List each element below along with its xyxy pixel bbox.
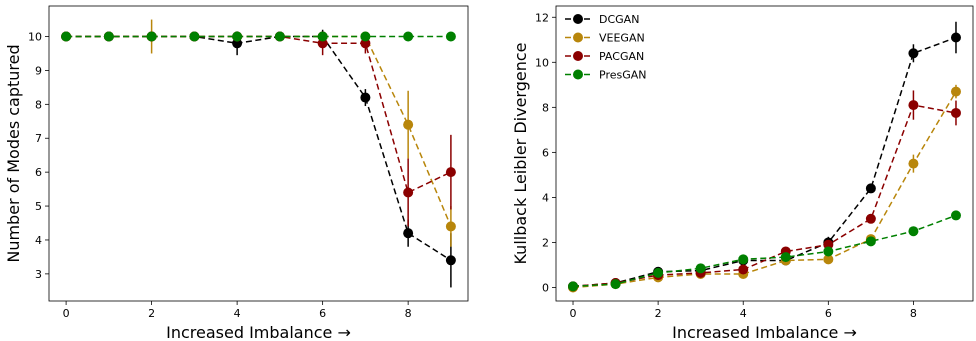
chart2-x-tick-label: 8 xyxy=(910,307,917,320)
chart1-veegan-point xyxy=(403,119,414,130)
chart1-presgan-point xyxy=(189,31,200,42)
chart2-y-tick-label: 0 xyxy=(542,281,549,294)
chart2-legend-label-veegan: VEEGAN xyxy=(599,32,645,45)
chart2-x-tick-label: 6 xyxy=(825,307,832,320)
chart2-presgan-point xyxy=(780,252,791,263)
chart2-presgan-point xyxy=(865,236,876,247)
chart2-legend-label-pacgan: PACGAN xyxy=(599,50,644,63)
chart2-dcgan-point xyxy=(950,32,961,43)
chart2-series-veegan xyxy=(568,84,961,293)
chart2-y-tick-label: 8 xyxy=(542,101,549,114)
chart2-series-pacgan xyxy=(568,90,961,292)
chart2-presgan-point xyxy=(568,281,579,292)
chart2-pacgan-line xyxy=(572,104,957,288)
chart2-y-tick-label: 6 xyxy=(542,146,549,159)
chart1-y-axis-label: Number of Modes captured xyxy=(4,44,23,262)
chart2-pacgan-point xyxy=(738,264,749,275)
chart1-presgan-point xyxy=(146,31,157,42)
chart2-pacgan-point xyxy=(908,100,919,111)
chart2-y-tick-label: 12 xyxy=(535,11,549,24)
chart2-legend-marker-presgan xyxy=(573,69,583,80)
chart1-pacgan-line xyxy=(66,35,452,194)
chart2-veegan-point xyxy=(823,254,834,265)
chart1-x-tick-label: 2 xyxy=(148,307,155,320)
chart1-presgan-point xyxy=(61,31,72,42)
chart2-presgan-point xyxy=(950,210,961,221)
chart1-presgan-point xyxy=(274,31,285,42)
chart1-x-tick-label: 4 xyxy=(234,307,241,320)
chart2-legend-label-presgan: PresGAN xyxy=(599,69,647,82)
chart2-legend-marker-pacgan xyxy=(573,51,583,61)
chart1-y-tick-label: 4 xyxy=(35,234,42,247)
chart1-x-tick-label: 6 xyxy=(319,307,326,320)
chart2-presgan-point xyxy=(738,254,749,265)
chart1-pacgan-point xyxy=(403,187,414,198)
chart1-dcgan-line xyxy=(66,35,452,261)
chart2-presgan-line xyxy=(572,214,957,288)
chart2-dcgan-point xyxy=(908,48,919,59)
chart1-series-presgan xyxy=(61,31,456,42)
chart1-dcgan-point xyxy=(403,228,414,239)
chart1-y-tick-label: 10 xyxy=(28,31,42,44)
chart2-y-tick-label: 2 xyxy=(542,236,549,249)
chart1-series-dcgan xyxy=(61,29,456,288)
chart1-series-pacgan xyxy=(61,31,456,227)
chart2-y-tick-label: 10 xyxy=(535,56,549,69)
chart1-veegan-point xyxy=(445,221,456,232)
chart2-veegan-point xyxy=(950,86,961,97)
chart2-y-tick-label: 4 xyxy=(542,191,549,204)
chart2-presgan-point xyxy=(653,267,664,278)
chart2-pacgan-point xyxy=(950,107,961,118)
chart1-y-tick-label: 3 xyxy=(35,268,42,281)
chart1-x-axis-label: Increased Imbalance → xyxy=(166,323,351,341)
chart2-dcgan-point xyxy=(865,183,876,194)
chart2-x-axis-label: Increased Imbalance → xyxy=(672,323,857,341)
chart2-series-presgan xyxy=(568,210,961,292)
chart1-x-tick-label: 8 xyxy=(405,307,412,320)
chart2-legend-label-dcgan: DCGAN xyxy=(599,13,639,26)
chart2-y-axis-label: Kullback Leibler Divergence xyxy=(511,42,530,264)
chart2-pacgan-point xyxy=(865,213,876,224)
chart2-veegan-point xyxy=(908,158,919,169)
chart2-axes-frame xyxy=(555,5,974,302)
chart1-dcgan-point xyxy=(445,255,456,266)
chart1-presgan-point xyxy=(232,31,243,42)
chart1-series-veegan xyxy=(61,19,456,247)
chart2-veegan-line xyxy=(572,91,957,289)
chart1: 0 2 4 6 8 3 4 5 6 7 8 9 10 Increased Imbalance → Numbe… xyxy=(4,5,469,341)
chart2-presgan-point xyxy=(823,246,834,257)
chart2-presgan-point xyxy=(695,263,706,274)
chart2-legend-marker-veegan xyxy=(573,32,583,43)
chart1-presgan-point xyxy=(445,31,456,42)
chart1-x-tick-label: 0 xyxy=(63,307,70,320)
chart1-y-tick-label: 7 xyxy=(35,132,42,145)
chart1-pacgan-point xyxy=(445,167,456,178)
chart2-x-tick-label: 0 xyxy=(570,307,577,320)
chart2-presgan-point xyxy=(908,226,919,237)
chart1-y-tick-label: 5 xyxy=(35,200,42,213)
chart1-y-tick-label: 9 xyxy=(35,64,42,77)
chart1-dcgan-point xyxy=(360,92,371,103)
chart1-presgan-point xyxy=(360,31,371,42)
chart1-presgan-point xyxy=(403,31,414,42)
chart1-y-tick-label: 6 xyxy=(35,166,42,179)
chart1-presgan-point xyxy=(317,31,328,42)
chart2-legend: DCGAN VEEGAN PACGAN PresGAN xyxy=(565,13,647,82)
chart1-presgan-point xyxy=(103,31,114,42)
chart2-x-tick-label: 2 xyxy=(655,307,662,320)
chart2-presgan-point xyxy=(610,279,621,290)
chart2-x-tick-label: 4 xyxy=(740,307,747,320)
chart2: 0 2 4 6 8 0 2 4 6 8 10 12 Increased Imbalance → Kullb… xyxy=(511,5,974,341)
chart1-axes-frame xyxy=(48,5,469,302)
chart2-legend-marker-dcgan xyxy=(573,14,583,24)
chart1-y-tick-label: 8 xyxy=(35,98,42,111)
chart1-veegan-line xyxy=(66,35,452,227)
